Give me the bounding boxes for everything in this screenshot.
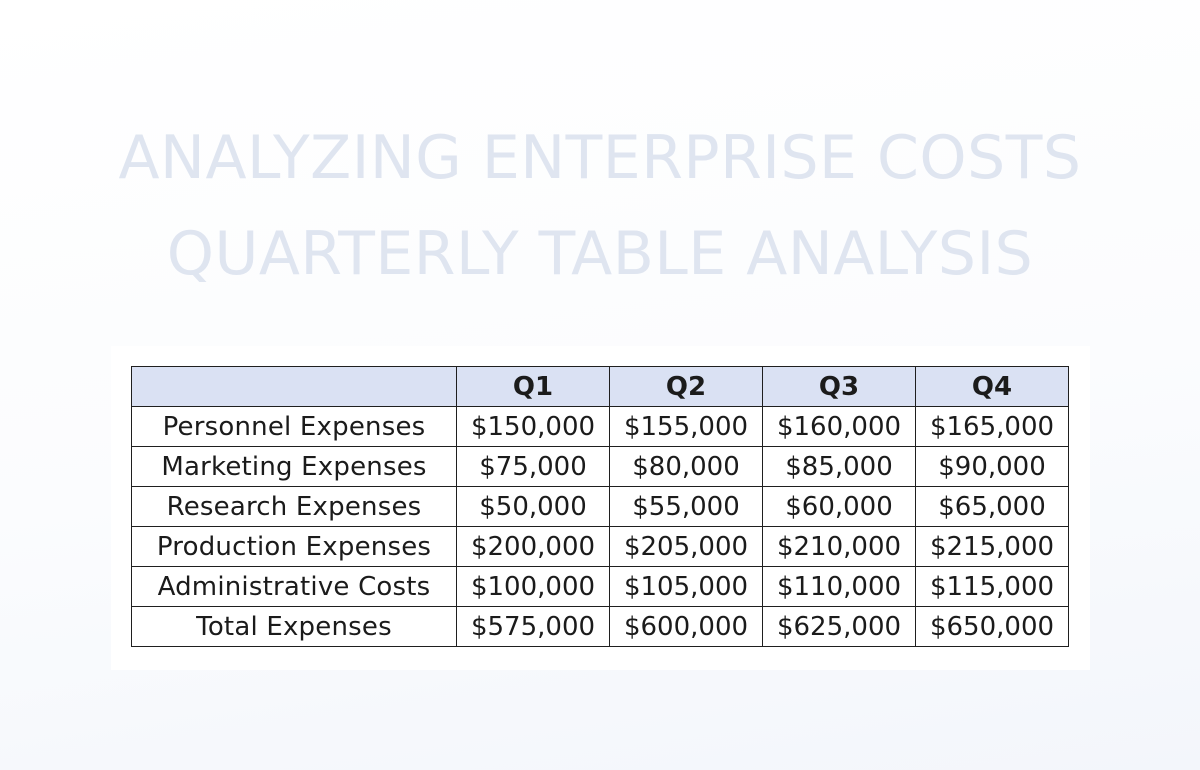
- cell-value: $575,000: [456, 606, 610, 647]
- cell-value: $105,000: [609, 566, 763, 607]
- row-label: Administrative Costs: [131, 566, 457, 607]
- cell-value: $115,000: [915, 566, 1069, 607]
- page-title-line-1: ANALYZING ENTERPRISE COSTS: [118, 123, 1082, 193]
- cell-value: $85,000: [762, 446, 916, 487]
- cell-value: $90,000: [915, 446, 1069, 487]
- row-label: Research Expenses: [131, 486, 457, 527]
- cell-value: $650,000: [915, 606, 1069, 647]
- cell-value: $210,000: [762, 526, 916, 567]
- cell-value: $75,000: [456, 446, 610, 487]
- cell-value: $165,000: [915, 406, 1069, 447]
- table-row: Marketing Expenses $75,000 $80,000 $85,0…: [131, 446, 1069, 487]
- cell-value: $50,000: [456, 486, 610, 527]
- cell-value: $60,000: [762, 486, 916, 527]
- cell-value: $80,000: [609, 446, 763, 487]
- cell-value: $150,000: [456, 406, 610, 447]
- table-row: Personnel Expenses $150,000 $155,000 $16…: [131, 406, 1069, 447]
- cell-value: $205,000: [609, 526, 763, 567]
- header-corner-cell: [131, 366, 457, 407]
- cell-value: $155,000: [609, 406, 763, 447]
- row-label: Personnel Expenses: [131, 406, 457, 447]
- cell-value: $55,000: [609, 486, 763, 527]
- quarterly-cost-table: Q1 Q2 Q3 Q4 Personnel Expenses $150,000 …: [131, 366, 1069, 647]
- header-q2: Q2: [609, 366, 763, 407]
- row-label: Total Expenses: [131, 606, 457, 647]
- table-card: Q1 Q2 Q3 Q4 Personnel Expenses $150,000 …: [111, 346, 1090, 670]
- table-row: Research Expenses $50,000 $55,000 $60,00…: [131, 486, 1069, 527]
- header-q3: Q3: [762, 366, 916, 407]
- table-row: Production Expenses $200,000 $205,000 $2…: [131, 526, 1069, 567]
- cell-value: $100,000: [456, 566, 610, 607]
- table-header-row: Q1 Q2 Q3 Q4: [131, 366, 1069, 407]
- table-row-total: Total Expenses $575,000 $600,000 $625,00…: [131, 606, 1069, 647]
- cell-value: $110,000: [762, 566, 916, 607]
- header-q1: Q1: [456, 366, 610, 407]
- cell-value: $65,000: [915, 486, 1069, 527]
- row-label: Marketing Expenses: [131, 446, 457, 487]
- page-title-line-2: QUARTERLY TABLE ANALYSIS: [166, 219, 1034, 289]
- cell-value: $160,000: [762, 406, 916, 447]
- cell-value: $625,000: [762, 606, 916, 647]
- cell-value: $200,000: [456, 526, 610, 567]
- header-q4: Q4: [915, 366, 1069, 407]
- table-row: Administrative Costs $100,000 $105,000 $…: [131, 566, 1069, 607]
- row-label: Production Expenses: [131, 526, 457, 567]
- cell-value: $600,000: [609, 606, 763, 647]
- cell-value: $215,000: [915, 526, 1069, 567]
